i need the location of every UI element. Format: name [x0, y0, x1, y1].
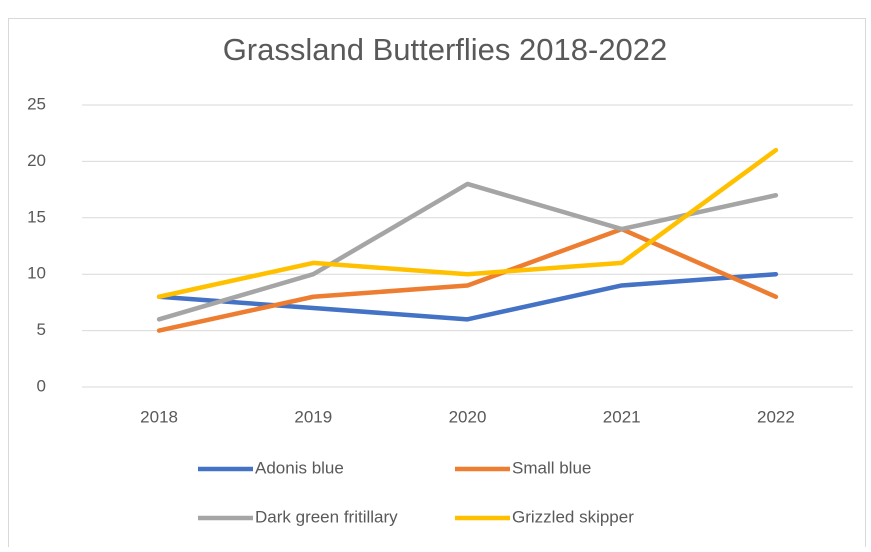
x-tick-label: 2018	[140, 407, 178, 426]
x-tick-label: 2021	[603, 407, 641, 426]
series-line	[156, 181, 779, 322]
legend-label: Adonis blue	[255, 458, 344, 477]
legend-label: Grizzled skipper	[512, 507, 634, 526]
chart-title: Grassland Butterflies 2018-2022	[223, 32, 668, 67]
y-tick-label: 15	[27, 207, 46, 226]
y-tick-label: 5	[37, 320, 46, 339]
x-tick-label: 2019	[294, 407, 332, 426]
y-tick-label: 20	[27, 151, 46, 170]
y-tick-label: 0	[37, 376, 46, 395]
series-line	[156, 147, 779, 300]
y-tick-label: 10	[27, 264, 46, 283]
chart-frame	[8, 18, 866, 552]
legend-label: Small blue	[512, 458, 591, 477]
legend-label: Dark green fritillary	[255, 507, 398, 526]
y-tick-label: 25	[27, 94, 46, 113]
x-tick-label: 2022	[757, 407, 795, 426]
x-tick-label: 2020	[449, 407, 487, 426]
series-line	[156, 271, 779, 322]
series-line	[156, 226, 779, 333]
